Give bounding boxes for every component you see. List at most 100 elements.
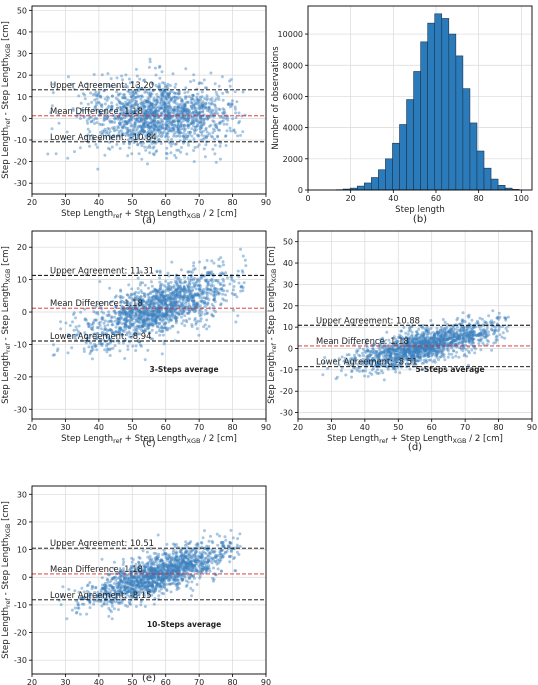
- data-point: [473, 351, 477, 355]
- data-point: [140, 328, 144, 332]
- data-point: [168, 313, 172, 317]
- data-point: [103, 328, 107, 332]
- data-point: [155, 310, 159, 314]
- data-point: [158, 296, 162, 300]
- data-point: [186, 285, 190, 289]
- data-point: [202, 123, 206, 126]
- data-point: [196, 134, 200, 138]
- data-point: [125, 333, 129, 337]
- data-point: [179, 131, 183, 135]
- data-point: [234, 320, 238, 324]
- data-point: [204, 296, 208, 300]
- data-point: [148, 132, 152, 136]
- data-point: [168, 106, 172, 110]
- data-point: [134, 290, 138, 294]
- data-point: [162, 284, 166, 288]
- data-point: [191, 120, 194, 124]
- data-point: [168, 84, 172, 87]
- data-point: [107, 328, 111, 332]
- data-point: [154, 297, 158, 301]
- data-point: [230, 278, 234, 282]
- data-point: [99, 110, 102, 114]
- data-point: [116, 93, 120, 97]
- x-tick-label: 0: [305, 194, 310, 203]
- data-point: [184, 296, 188, 300]
- y-axis-label: Number of observations: [271, 46, 281, 150]
- data-point: [144, 315, 148, 319]
- data-point: [187, 117, 191, 121]
- data-point: [192, 281, 195, 285]
- data-point: [200, 124, 204, 128]
- data-point: [144, 100, 148, 103]
- data-point: [197, 143, 201, 147]
- data-point: [442, 345, 446, 348]
- data-point: [400, 348, 404, 352]
- data-point: [140, 124, 144, 128]
- data-point: [433, 332, 437, 336]
- data-point: [199, 317, 203, 321]
- data-point: [150, 314, 154, 318]
- data-point: [92, 73, 96, 76]
- data-point: [168, 318, 172, 322]
- data-point: [160, 300, 164, 304]
- data-point: [150, 313, 154, 317]
- data-point: [138, 317, 142, 321]
- data-point: [130, 112, 134, 116]
- data-point: [178, 284, 182, 288]
- data-point: [121, 120, 125, 124]
- data-point: [201, 100, 205, 104]
- data-point: [209, 284, 213, 288]
- data-point: [115, 317, 119, 321]
- data-point: [173, 108, 177, 112]
- data-point: [128, 136, 132, 140]
- data-point: [134, 311, 138, 315]
- data-point: [202, 291, 205, 295]
- data-point: [127, 146, 131, 150]
- data-point: [477, 333, 481, 337]
- data-point: [389, 353, 393, 357]
- data-point: [124, 131, 128, 135]
- data-point: [88, 352, 92, 356]
- data-point: [406, 348, 410, 352]
- data-point: [166, 138, 170, 142]
- data-point: [416, 354, 420, 357]
- data-point: [157, 65, 161, 69]
- data-point: [143, 98, 147, 102]
- data-point: [435, 326, 439, 330]
- data-point: [173, 339, 177, 343]
- data-point: [93, 92, 97, 96]
- data-point: [157, 301, 161, 304]
- data-point: [221, 292, 225, 296]
- data-point: [127, 296, 131, 300]
- data-point: [151, 315, 155, 318]
- data-point: [214, 97, 218, 101]
- data-point: [106, 323, 110, 327]
- data-point: [204, 279, 208, 283]
- data-point: [421, 352, 425, 356]
- data-point: [186, 290, 190, 294]
- data-point: [152, 126, 156, 130]
- data-point: [167, 107, 171, 111]
- data-point: [222, 116, 226, 120]
- data-point: [134, 298, 138, 302]
- data-point: [88, 333, 92, 337]
- data-point: [172, 95, 176, 99]
- data-point: [143, 88, 147, 92]
- data-point: [171, 119, 175, 123]
- data-point: [436, 349, 440, 353]
- data-point: [139, 108, 143, 112]
- data-point: [139, 102, 143, 105]
- data-point: [166, 82, 170, 86]
- data-point: [164, 321, 168, 325]
- data-point: [203, 296, 207, 300]
- data-point: [168, 301, 172, 305]
- histogram-bar: [483, 167, 492, 191]
- data-point: [358, 346, 362, 350]
- data-point: [159, 302, 163, 305]
- data-point: [158, 326, 162, 330]
- data-point: [233, 105, 237, 109]
- data-point: [100, 310, 104, 314]
- data-point: [142, 329, 145, 333]
- data-point: [148, 100, 151, 104]
- data-point: [151, 82, 155, 86]
